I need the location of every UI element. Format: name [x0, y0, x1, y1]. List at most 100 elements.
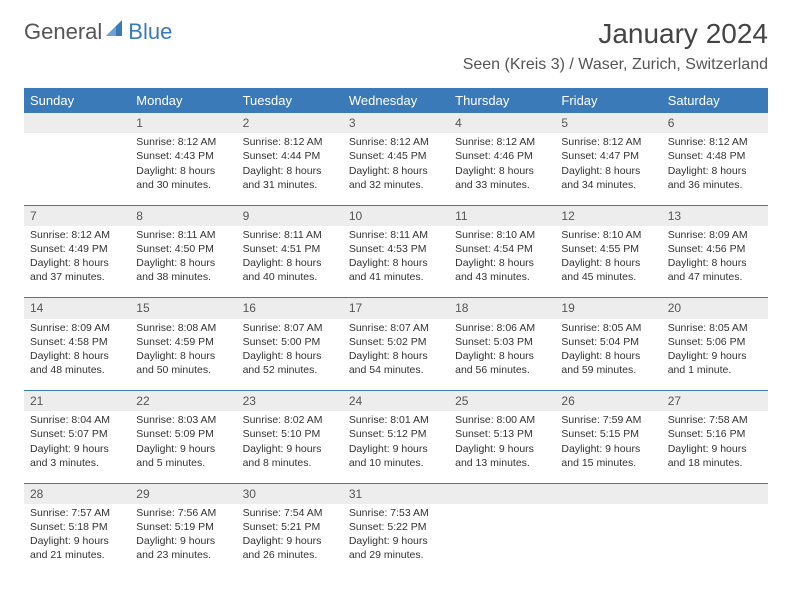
day-number: 31 — [343, 483, 449, 504]
day-cell: Sunrise: 8:06 AMSunset: 5:03 PMDaylight:… — [449, 319, 555, 391]
daynum-row: 21222324252627 — [24, 391, 768, 412]
content-row: Sunrise: 8:12 AMSunset: 4:43 PMDaylight:… — [24, 133, 768, 205]
day-cell: Sunrise: 7:58 AMSunset: 5:16 PMDaylight:… — [662, 411, 768, 483]
sunrise-text: Sunrise: 8:07 AM — [349, 321, 443, 335]
day-number — [449, 483, 555, 504]
day-cell — [449, 504, 555, 576]
sunrise-text: Sunrise: 8:03 AM — [136, 413, 230, 427]
day-number: 13 — [662, 205, 768, 226]
content-row: Sunrise: 8:04 AMSunset: 5:07 PMDaylight:… — [24, 411, 768, 483]
day-cell — [24, 133, 130, 205]
daylight-text: Daylight: 9 hours and 23 minutes. — [136, 534, 230, 562]
sunset-text: Sunset: 4:49 PM — [30, 242, 124, 256]
daylight-text: Daylight: 9 hours and 29 minutes. — [349, 534, 443, 562]
daylight-text: Daylight: 9 hours and 5 minutes. — [136, 442, 230, 470]
sunset-text: Sunset: 4:43 PM — [136, 149, 230, 163]
daylight-text: Daylight: 8 hours and 33 minutes. — [455, 164, 549, 192]
daynum-row: 28293031 — [24, 483, 768, 504]
daylight-text: Daylight: 8 hours and 52 minutes. — [243, 349, 337, 377]
daynum-row: 78910111213 — [24, 205, 768, 226]
day-number: 1 — [130, 113, 236, 134]
sunset-text: Sunset: 4:46 PM — [455, 149, 549, 163]
daynum-row: 14151617181920 — [24, 298, 768, 319]
sunset-text: Sunset: 4:53 PM — [349, 242, 443, 256]
daylight-text: Daylight: 9 hours and 8 minutes. — [243, 442, 337, 470]
day-cell: Sunrise: 8:05 AMSunset: 5:06 PMDaylight:… — [662, 319, 768, 391]
day-cell: Sunrise: 7:56 AMSunset: 5:19 PMDaylight:… — [130, 504, 236, 576]
day-cell: Sunrise: 8:09 AMSunset: 4:58 PMDaylight:… — [24, 319, 130, 391]
sunrise-text: Sunrise: 8:12 AM — [561, 135, 655, 149]
day-cell: Sunrise: 8:07 AMSunset: 5:02 PMDaylight:… — [343, 319, 449, 391]
day-number: 8 — [130, 205, 236, 226]
sunset-text: Sunset: 5:22 PM — [349, 520, 443, 534]
day-number: 25 — [449, 391, 555, 412]
day-cell — [555, 504, 661, 576]
day-cell: Sunrise: 8:11 AMSunset: 4:53 PMDaylight:… — [343, 226, 449, 298]
day-cell: Sunrise: 8:07 AMSunset: 5:00 PMDaylight:… — [237, 319, 343, 391]
sunrise-text: Sunrise: 8:00 AM — [455, 413, 549, 427]
day-number: 20 — [662, 298, 768, 319]
logo-sail-icon — [104, 18, 126, 45]
sunset-text: Sunset: 5:03 PM — [455, 335, 549, 349]
day-cell: Sunrise: 7:59 AMSunset: 5:15 PMDaylight:… — [555, 411, 661, 483]
daylight-text: Daylight: 8 hours and 32 minutes. — [349, 164, 443, 192]
day-cell: Sunrise: 8:11 AMSunset: 4:51 PMDaylight:… — [237, 226, 343, 298]
day-number: 3 — [343, 113, 449, 134]
sunset-text: Sunset: 5:12 PM — [349, 427, 443, 441]
day-cell: Sunrise: 8:02 AMSunset: 5:10 PMDaylight:… — [237, 411, 343, 483]
page-header: General Blue January 2024 Seen (Kreis 3)… — [24, 18, 768, 78]
sunset-text: Sunset: 4:47 PM — [561, 149, 655, 163]
day-cell: Sunrise: 8:04 AMSunset: 5:07 PMDaylight:… — [24, 411, 130, 483]
day-cell: Sunrise: 8:12 AMSunset: 4:46 PMDaylight:… — [449, 133, 555, 205]
day-cell: Sunrise: 8:12 AMSunset: 4:48 PMDaylight:… — [662, 133, 768, 205]
logo-text-blue: Blue — [128, 19, 172, 45]
sunrise-text: Sunrise: 8:10 AM — [561, 228, 655, 242]
daylight-text: Daylight: 8 hours and 31 minutes. — [243, 164, 337, 192]
day-cell: Sunrise: 8:00 AMSunset: 5:13 PMDaylight:… — [449, 411, 555, 483]
sunrise-text: Sunrise: 8:01 AM — [349, 413, 443, 427]
day-number: 15 — [130, 298, 236, 319]
sunset-text: Sunset: 5:16 PM — [668, 427, 762, 441]
day-number: 17 — [343, 298, 449, 319]
sunset-text: Sunset: 4:50 PM — [136, 242, 230, 256]
day-number: 16 — [237, 298, 343, 319]
sunrise-text: Sunrise: 7:59 AM — [561, 413, 655, 427]
sunset-text: Sunset: 4:56 PM — [668, 242, 762, 256]
day-cell: Sunrise: 8:12 AMSunset: 4:49 PMDaylight:… — [24, 226, 130, 298]
daylight-text: Daylight: 9 hours and 18 minutes. — [668, 442, 762, 470]
sunset-text: Sunset: 5:04 PM — [561, 335, 655, 349]
day-number: 27 — [662, 391, 768, 412]
sunset-text: Sunset: 4:59 PM — [136, 335, 230, 349]
daynum-row: 123456 — [24, 113, 768, 134]
day-cell: Sunrise: 8:12 AMSunset: 4:43 PMDaylight:… — [130, 133, 236, 205]
location-text: Seen (Kreis 3) / Waser, Zurich, Switzerl… — [463, 56, 768, 74]
col-monday: Monday — [130, 89, 236, 113]
day-number: 22 — [130, 391, 236, 412]
day-number: 21 — [24, 391, 130, 412]
day-number — [555, 483, 661, 504]
sunrise-text: Sunrise: 8:12 AM — [136, 135, 230, 149]
sunrise-text: Sunrise: 8:07 AM — [243, 321, 337, 335]
daylight-text: Daylight: 9 hours and 10 minutes. — [349, 442, 443, 470]
day-number: 14 — [24, 298, 130, 319]
sunset-text: Sunset: 5:10 PM — [243, 427, 337, 441]
sunset-text: Sunset: 5:19 PM — [136, 520, 230, 534]
daylight-text: Daylight: 9 hours and 13 minutes. — [455, 442, 549, 470]
sunrise-text: Sunrise: 8:11 AM — [349, 228, 443, 242]
day-cell: Sunrise: 8:10 AMSunset: 4:54 PMDaylight:… — [449, 226, 555, 298]
sunset-text: Sunset: 4:48 PM — [668, 149, 762, 163]
calendar-table: Sunday Monday Tuesday Wednesday Thursday… — [24, 88, 768, 576]
sunrise-text: Sunrise: 8:11 AM — [136, 228, 230, 242]
sunset-text: Sunset: 5:21 PM — [243, 520, 337, 534]
day-cell: Sunrise: 8:11 AMSunset: 4:50 PMDaylight:… — [130, 226, 236, 298]
day-cell: Sunrise: 8:05 AMSunset: 5:04 PMDaylight:… — [555, 319, 661, 391]
daylight-text: Daylight: 8 hours and 36 minutes. — [668, 164, 762, 192]
day-cell: Sunrise: 8:12 AMSunset: 4:45 PMDaylight:… — [343, 133, 449, 205]
sunrise-text: Sunrise: 7:56 AM — [136, 506, 230, 520]
daylight-text: Daylight: 8 hours and 45 minutes. — [561, 256, 655, 284]
sunrise-text: Sunrise: 7:57 AM — [30, 506, 124, 520]
sunset-text: Sunset: 5:02 PM — [349, 335, 443, 349]
page-title: January 2024 — [463, 18, 768, 50]
day-number: 5 — [555, 113, 661, 134]
sunrise-text: Sunrise: 8:12 AM — [349, 135, 443, 149]
